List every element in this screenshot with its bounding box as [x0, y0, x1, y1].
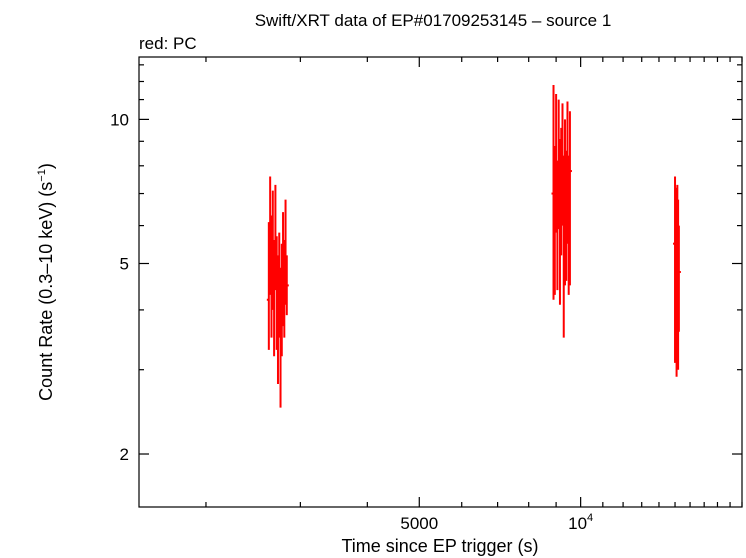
y-axis-label-close: )	[36, 163, 56, 169]
y-tick-labels: 2 5 10	[110, 110, 129, 464]
y-tick-label: 5	[120, 255, 129, 274]
y-axis-label-exponent: −1	[36, 169, 48, 182]
chart-subtitle: red: PC	[139, 34, 197, 53]
x-tick-label: 5000	[400, 514, 438, 533]
plot-frame	[138, 56, 743, 508]
chart-title: Swift/XRT data of EP#01709253145 – sourc…	[255, 11, 612, 30]
y-tick-label: 10	[110, 110, 129, 129]
x-tick-labels: 5000 104	[400, 512, 593, 533]
x-axis-label: Time since EP trigger (s)	[341, 536, 538, 556]
y-axis-label-main: Count Rate (0.3–10 keV) (s	[36, 182, 56, 401]
x-tick-label: 104	[568, 512, 593, 533]
y-tick-label: 2	[120, 445, 129, 464]
y-axis-label: Count Rate (0.3–10 keV) (s−1)	[36, 163, 56, 401]
data-series	[266, 84, 681, 408]
axis-ticks	[139, 57, 743, 507]
